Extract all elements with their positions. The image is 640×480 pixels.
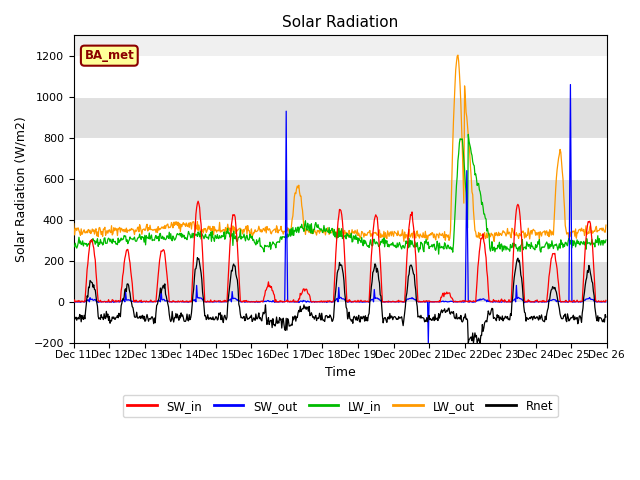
Bar xyxy=(74,56,607,97)
Bar xyxy=(74,138,607,179)
Bar xyxy=(74,302,607,343)
Bar xyxy=(74,220,607,261)
Y-axis label: Solar Radiation (W/m2): Solar Radiation (W/m2) xyxy=(15,116,28,262)
Bar xyxy=(74,179,607,220)
X-axis label: Time: Time xyxy=(325,366,356,379)
Text: BA_met: BA_met xyxy=(84,49,134,62)
Legend: SW_in, SW_out, LW_in, LW_out, Rnet: SW_in, SW_out, LW_in, LW_out, Rnet xyxy=(123,395,558,417)
Title: Solar Radiation: Solar Radiation xyxy=(282,15,398,30)
Bar xyxy=(74,261,607,302)
Bar xyxy=(74,97,607,138)
